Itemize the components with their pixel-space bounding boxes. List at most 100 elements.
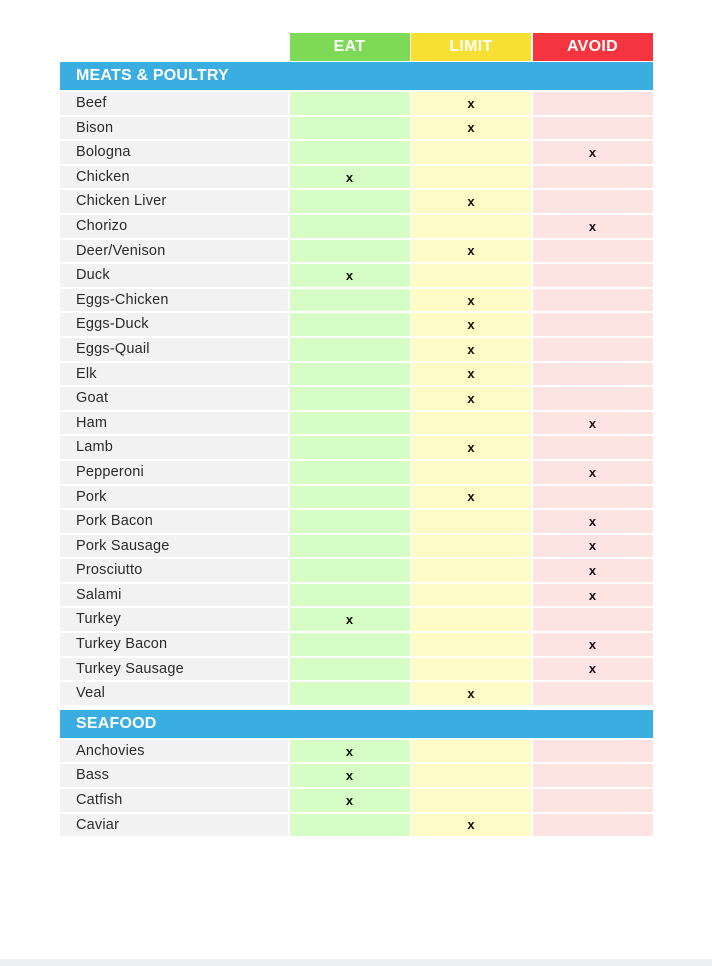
cell-limit bbox=[411, 559, 531, 582]
check-mark: x bbox=[467, 292, 475, 308]
table-row: Eggs-Chicken x bbox=[60, 288, 653, 312]
check-mark: x bbox=[467, 194, 475, 210]
table-row: Caviar x bbox=[60, 813, 653, 837]
cell-eat bbox=[289, 387, 410, 410]
cell-avoid bbox=[532, 739, 653, 763]
check-mark: x bbox=[588, 415, 597, 431]
cell-avoid bbox=[532, 313, 653, 336]
food-name: Caviar bbox=[60, 813, 288, 837]
table-row: Eggs-Quail x bbox=[60, 337, 653, 361]
food-name: Turkey Bacon bbox=[60, 633, 288, 656]
table-row: Lamb x bbox=[60, 436, 653, 459]
food-name: Pork Sausage bbox=[60, 534, 288, 558]
cell-avoid bbox=[532, 362, 653, 386]
table-row: Pork x bbox=[60, 485, 653, 509]
table-row: Pork Bacon x bbox=[60, 510, 653, 533]
food-name: Eggs-Duck bbox=[60, 313, 288, 336]
check-mark: x bbox=[588, 661, 597, 677]
cell-eat bbox=[289, 534, 410, 558]
cell-avoid bbox=[532, 789, 653, 812]
table-row: Salami x bbox=[60, 583, 653, 607]
column-header-avoid: AVOID bbox=[532, 33, 653, 61]
cell-limit bbox=[411, 460, 531, 484]
food-guide-table: EAT LIMIT AVOID MEATS & POULTRY Beef x Biso… bbox=[60, 33, 653, 837]
cell-avoid bbox=[532, 165, 653, 189]
check-mark: x bbox=[345, 768, 354, 784]
table-row: Veal x bbox=[60, 682, 653, 705]
cell-eat bbox=[289, 682, 410, 705]
cell-limit bbox=[411, 608, 531, 632]
check-mark: x bbox=[345, 267, 354, 283]
cell-limit: x bbox=[411, 362, 531, 386]
cell-limit bbox=[411, 510, 531, 533]
check-mark: x bbox=[467, 366, 475, 382]
check-mark: x bbox=[467, 317, 475, 333]
check-mark: x bbox=[467, 243, 475, 259]
table-row: Beef x bbox=[60, 92, 653, 115]
cell-limit bbox=[411, 764, 531, 788]
check-mark: x bbox=[588, 587, 597, 603]
table-row: Catfish x bbox=[60, 789, 653, 812]
cell-eat: x bbox=[289, 608, 410, 632]
cell-avoid bbox=[532, 239, 653, 263]
check-mark: x bbox=[588, 538, 597, 554]
table-row: Prosciutto x bbox=[60, 559, 653, 582]
table-row: Turkey x bbox=[60, 608, 653, 632]
cell-eat bbox=[289, 288, 410, 312]
section-header: MEATS & POULTRY bbox=[60, 62, 653, 90]
check-mark: x bbox=[467, 120, 475, 136]
table-row: Turkey Bacon x bbox=[60, 633, 653, 656]
cell-avoid: x bbox=[532, 583, 653, 607]
cell-avoid bbox=[532, 387, 653, 410]
cell-avoid: x bbox=[532, 559, 653, 582]
cell-avoid bbox=[532, 608, 653, 632]
check-mark: x bbox=[467, 817, 475, 833]
page-bottom-edge bbox=[0, 959, 712, 966]
table-body: MEATS & POULTRY Beef x Bison x Bologna x Chicke… bbox=[60, 62, 653, 837]
food-name: Bison bbox=[60, 116, 288, 140]
table-row: Goat x bbox=[60, 387, 653, 410]
check-mark: x bbox=[588, 563, 597, 579]
column-header-limit: LIMIT bbox=[411, 33, 531, 61]
check-mark: x bbox=[467, 686, 475, 702]
cell-avoid: x bbox=[532, 510, 653, 533]
cell-eat bbox=[289, 214, 410, 238]
cell-eat: x bbox=[289, 789, 410, 812]
cell-limit: x bbox=[411, 288, 531, 312]
cell-eat: x bbox=[289, 165, 410, 189]
check-mark: x bbox=[588, 513, 597, 529]
cell-avoid: x bbox=[532, 657, 653, 681]
food-name: Pepperoni bbox=[60, 460, 288, 484]
cell-eat: x bbox=[289, 764, 410, 788]
food-name: Deer/Venison bbox=[60, 239, 288, 263]
cell-eat bbox=[289, 190, 410, 213]
cell-limit: x bbox=[411, 92, 531, 115]
cell-eat bbox=[289, 141, 410, 164]
cell-avoid bbox=[532, 337, 653, 361]
check-mark: x bbox=[588, 636, 597, 652]
cell-avoid: x bbox=[532, 411, 653, 435]
table-row: Bologna x bbox=[60, 141, 653, 164]
food-name: Turkey Sausage bbox=[60, 657, 288, 681]
cell-limit: x bbox=[411, 436, 531, 459]
cell-limit bbox=[411, 165, 531, 189]
cell-limit bbox=[411, 789, 531, 812]
cell-eat bbox=[289, 116, 410, 140]
food-name: Bologna bbox=[60, 141, 288, 164]
column-header-eat: EAT bbox=[289, 33, 410, 61]
food-name: Pork bbox=[60, 485, 288, 509]
food-name: Chicken bbox=[60, 165, 288, 189]
cell-limit: x bbox=[411, 813, 531, 837]
table-row: Turkey Sausage x bbox=[60, 657, 653, 681]
cell-eat bbox=[289, 337, 410, 361]
table-row: Duck x bbox=[60, 264, 653, 287]
cell-limit bbox=[411, 739, 531, 763]
section-header: SEAFOOD bbox=[60, 709, 653, 738]
cell-limit: x bbox=[411, 116, 531, 140]
cell-avoid: x bbox=[532, 141, 653, 164]
check-mark: x bbox=[467, 489, 475, 505]
food-name: Catfish bbox=[60, 789, 288, 812]
cell-eat bbox=[289, 436, 410, 459]
cell-avoid bbox=[532, 116, 653, 140]
cell-limit: x bbox=[411, 239, 531, 263]
